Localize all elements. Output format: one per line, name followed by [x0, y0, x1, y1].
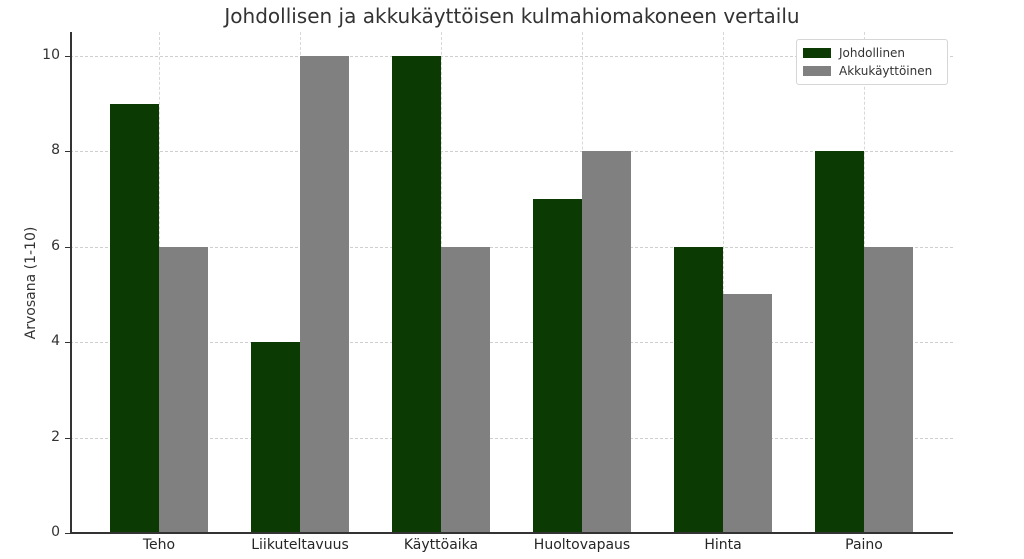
legend-label: Johdollinen	[839, 46, 906, 60]
y-tick-mark	[65, 342, 70, 344]
bar-johdollinen-paino	[815, 151, 864, 533]
legend-swatch-akkukayttoinen	[803, 66, 831, 76]
grid-line-horizontal	[70, 151, 953, 153]
y-tick-mark	[65, 246, 70, 248]
bar-johdollinen-teho	[110, 103, 159, 533]
y-tick-label: 6	[51, 237, 60, 254]
legend-item-akkukayttoinen: Akkukäyttöinen	[803, 63, 932, 79]
y-tick-label: 4	[51, 333, 60, 350]
bar-johdollinen-liikuteltavuus	[251, 342, 300, 533]
x-tick-label: Liikuteltavuus	[251, 537, 349, 553]
bar-akkukayttoinen-paino	[864, 246, 913, 533]
y-axis-line	[70, 32, 72, 533]
y-tick-label: 2	[51, 428, 60, 445]
bar-johdollinen-hinta	[674, 246, 723, 533]
x-tick-label: Teho	[142, 537, 176, 553]
y-tick-mark	[65, 437, 70, 439]
x-axis-line	[70, 532, 953, 534]
y-tick-label: 10	[42, 46, 60, 63]
bar-akkukayttoinen-huoltovapaus	[582, 151, 631, 533]
legend-swatch-johdollinen	[803, 48, 831, 58]
y-tick-mark	[65, 55, 70, 57]
y-axis-label: Arvosana (1-10)	[23, 226, 39, 340]
legend-label: Akkukäyttöinen	[839, 64, 933, 78]
y-tick-label: 8	[51, 142, 60, 159]
grid-line-horizontal	[70, 437, 953, 439]
grid-line-horizontal	[70, 246, 953, 248]
y-tick-mark	[65, 151, 70, 153]
bar-akkukayttoinen-teho	[159, 246, 208, 533]
bar-akkukayttoinen-käyttöaika	[441, 246, 490, 533]
grid-line-horizontal	[70, 55, 953, 57]
bar-johdollinen-käyttöaika	[392, 55, 441, 533]
x-tick-label: Paino	[845, 537, 883, 553]
plot-area	[65, 32, 953, 534]
y-tick-mark	[65, 533, 70, 534]
x-tick-label: Käyttöaika	[403, 537, 479, 553]
x-tick-label: Hinta	[704, 537, 742, 553]
grid-line-horizontal	[70, 342, 953, 344]
chart-title: Johdollisen ja akkukäyttöisen kulmahioma…	[224, 4, 800, 28]
legend-item-johdollinen: Johdollinen	[803, 45, 905, 61]
x-tick-label: Huoltovapaus	[533, 537, 631, 553]
y-tick-label: 0	[51, 524, 60, 540]
grid-line-vertical	[723, 32, 724, 533]
bar-akkukayttoinen-hinta	[723, 294, 772, 533]
bar-johdollinen-huoltovapaus	[533, 199, 582, 533]
bar-akkukayttoinen-liikuteltavuus	[300, 55, 349, 533]
legend: Johdollinen Akkukäyttöinen	[796, 39, 948, 85]
